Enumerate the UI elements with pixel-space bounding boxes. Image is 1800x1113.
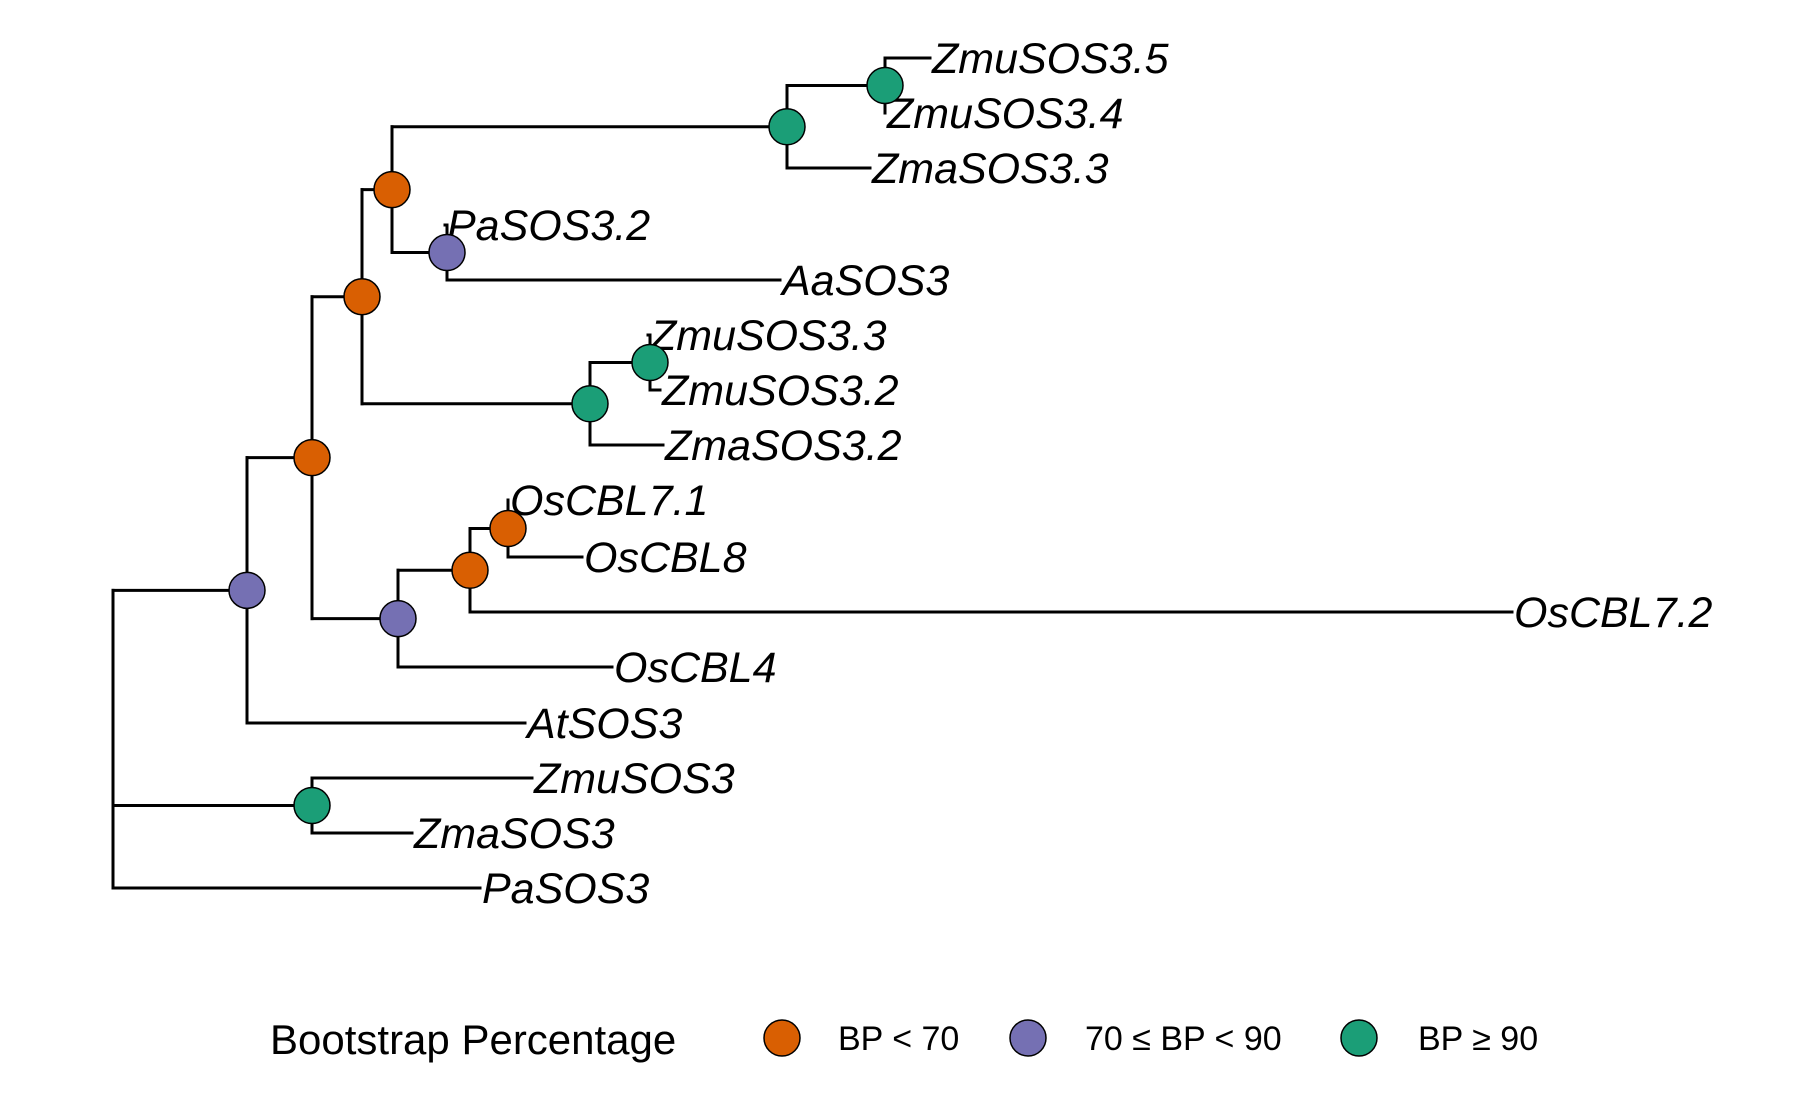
tip-label-t2: ZmuSOS3.4 [886,90,1124,138]
tip-label-t13: AtSOS3 [524,700,682,748]
tip-label-t6: ZmuSOS3.3 [649,312,887,360]
tip-label-t16: PaSOS3 [482,865,649,913]
tip-labels: ZmuSOS3.5 ZmuSOS3.4 ZmaSOS3.3 PaSOS3.2 AaSOS… [413,35,1712,913]
legend-label-low: BP < 70 [838,1020,959,1058]
legend-swatch-high [1340,1019,1378,1057]
legend-swatch-mid [1009,1019,1047,1057]
support-node-low [293,438,331,477]
support-node-mid [379,599,417,638]
tip-label-t1: ZmuSOS3.5 [931,35,1170,83]
legend-label-mid: 70 ≤ BP < 90 [1085,1020,1282,1058]
tip-label-t9: OsCBL7.1 [510,477,708,525]
tip-label-t8: ZmaSOS3.2 [664,422,902,470]
legend-title: Bootstrap Percentage [270,1016,676,1063]
support-node-mid [428,233,466,272]
support-node-low [489,509,527,548]
tip-label-t5: AaSOS3 [779,257,949,305]
tip-label-t15: ZmaSOS3 [413,810,615,858]
tip-label-t12: OsCBL4 [614,644,777,692]
tip-label-t11: OsCBL7.2 [1514,589,1712,637]
tree-branches [111,56,1514,890]
tip-label-t10: OsCBL8 [584,534,747,582]
legend: Bootstrap Percentage BP < 70 70 ≤ BP < 9… [270,1016,1538,1063]
legend-swatch-low [763,1019,801,1057]
support-node-high [631,343,669,382]
node-markers [228,66,904,825]
support-node-high [768,108,806,146]
support-node-high [293,786,331,825]
tip-label-t14: ZmuSOS3 [533,755,735,803]
tip-label-t4: PaSOS3.2 [447,202,650,250]
support-node-high [571,385,609,423]
support-node-high [866,66,904,105]
support-node-mid [228,571,266,610]
support-node-low [451,551,489,589]
legend-label-high: BP ≥ 90 [1418,1020,1538,1058]
tip-label-t7: ZmuSOS3.2 [661,367,899,415]
support-node-low [373,170,411,209]
support-node-low [343,277,381,316]
tip-label-t3: ZmaSOS3.3 [871,145,1109,193]
